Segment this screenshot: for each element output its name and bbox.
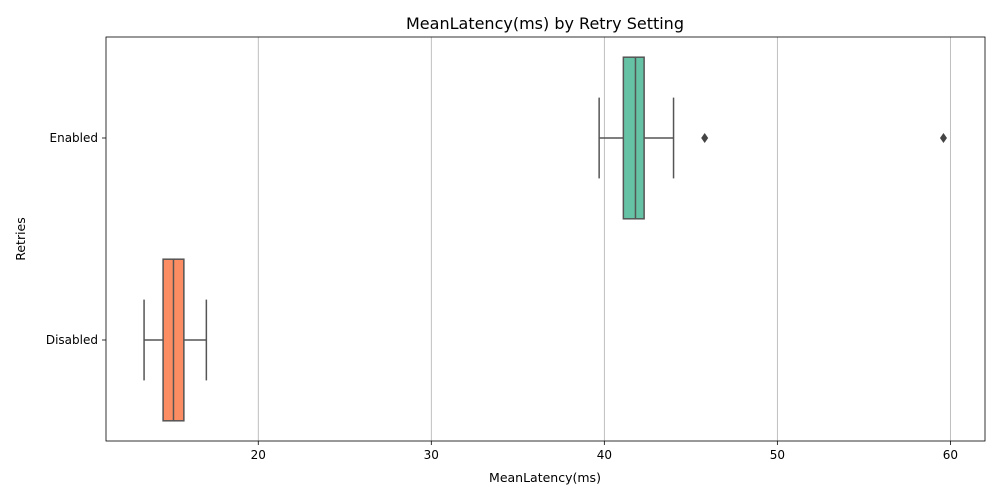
grid-lines xyxy=(257,37,951,441)
x-tick-label: 30 xyxy=(424,448,439,462)
y-axis-label: Retries xyxy=(13,217,28,261)
x-tick-label: 40 xyxy=(597,448,612,462)
plot-frame xyxy=(105,36,986,442)
box-iqr xyxy=(622,56,645,220)
y-tick-label: Disabled xyxy=(46,333,98,347)
boxes-layer xyxy=(143,56,947,422)
y-axis-ticks: Enabled Disabled xyxy=(46,131,106,347)
box-disabled xyxy=(143,258,208,422)
outlier-point xyxy=(939,133,947,143)
chart-title: MeanLatency(ms) by Retry Setting xyxy=(406,14,684,33)
x-tick-label: 20 xyxy=(251,448,266,462)
y-tick-label: Enabled xyxy=(50,131,99,145)
x-tick-label: 50 xyxy=(770,448,785,462)
box-enabled xyxy=(598,56,947,220)
outlier-point xyxy=(701,133,709,143)
x-axis-ticks: 20 30 40 50 60 xyxy=(251,441,958,462)
x-tick-label: 60 xyxy=(943,448,958,462)
x-axis-label: MeanLatency(ms) xyxy=(489,470,601,485)
